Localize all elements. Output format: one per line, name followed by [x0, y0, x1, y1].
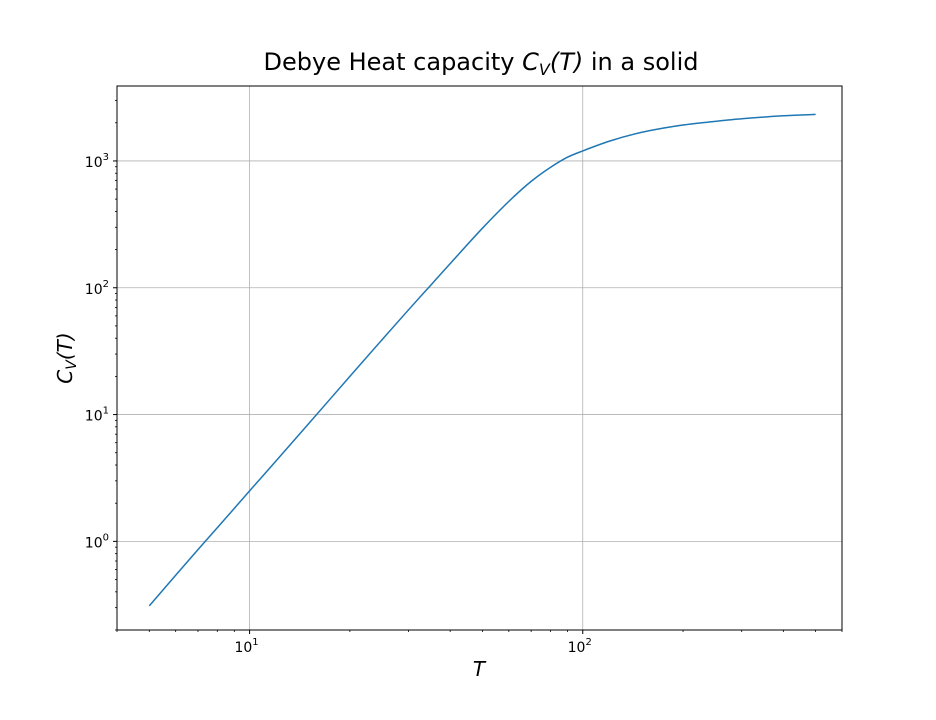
y-tick-label-exponent: 1: [103, 406, 109, 417]
y-tick-label: 102: [85, 279, 109, 298]
data-point: [815, 114, 816, 115]
y-tick-label: 101: [85, 406, 109, 425]
series-layer: [148, 113, 816, 607]
title-prefix: Debye Heat capacity: [264, 48, 523, 76]
series-line: [148, 113, 816, 607]
data-point: [531, 181, 532, 182]
chart-title: Debye Heat capacity CV(T) in a solid: [264, 48, 699, 79]
data-point: [683, 125, 684, 126]
minor-tick-layer: [115, 100, 843, 632]
title-math-sub: V: [539, 60, 551, 79]
y-tick-label-exponent: 3: [103, 152, 109, 163]
title-math-args: (T): [550, 48, 583, 76]
data-point: [567, 157, 568, 158]
x-tick-label-exponent: 1: [252, 637, 258, 648]
data-point: [582, 150, 583, 151]
data-point: [609, 141, 610, 142]
data-point: [197, 549, 198, 550]
data-point: [550, 167, 551, 168]
title-math-main: C: [522, 48, 539, 76]
y-axis-label-main: C: [53, 370, 77, 384]
data-point: [783, 115, 784, 116]
y-tick-label-base: 10: [85, 282, 103, 298]
data-point: [430, 285, 431, 286]
grid-layer: [117, 86, 842, 630]
data-point: [450, 263, 451, 264]
data-point: [217, 527, 218, 528]
data-point: [382, 339, 383, 340]
y-tick-label: 100: [85, 532, 109, 551]
data-point: [508, 201, 509, 202]
data-point: [275, 461, 276, 462]
y-tick-label-base: 10: [85, 409, 103, 425]
data-point: [149, 605, 150, 606]
data-point: [482, 228, 483, 229]
plot-frame: [116, 85, 843, 631]
y-axis-label-args: (T): [53, 332, 77, 360]
data-point: [715, 121, 716, 122]
title-suffix: in a solid: [583, 48, 698, 76]
x-tick-label-base: 10: [568, 640, 586, 656]
data-point: [175, 575, 176, 576]
data-point: [249, 490, 250, 491]
y-axis-label: CV(T): [53, 332, 80, 383]
y-tick-label-exponent: 2: [103, 279, 109, 290]
x-tick-label-base: 10: [234, 640, 252, 656]
data-point: [741, 118, 742, 119]
x-tick-label: 102: [568, 637, 592, 656]
y-tick-label-exponent: 0: [103, 532, 109, 543]
data-point: [408, 309, 409, 310]
x-tick-label-exponent: 2: [585, 637, 591, 648]
x-axis-label: T: [473, 657, 487, 681]
y-tick-label: 103: [85, 152, 109, 171]
y-axis-label-sub: V: [64, 359, 80, 370]
data-point: [641, 132, 642, 133]
x-tick-label: 101: [234, 637, 258, 656]
data-point: [349, 376, 350, 377]
y-tick-label-base: 10: [85, 535, 103, 551]
y-tick-label-base: 10: [85, 155, 103, 171]
data-point: [308, 424, 309, 425]
